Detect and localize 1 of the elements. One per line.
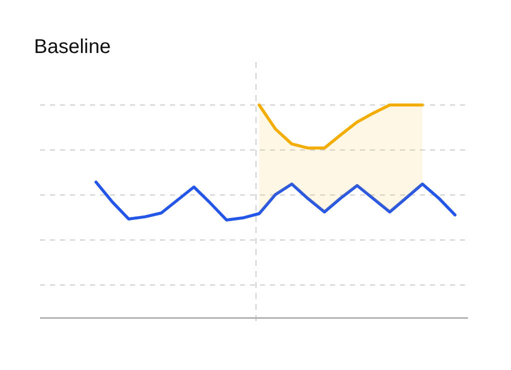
chart-title: Baseline: [34, 36, 111, 58]
